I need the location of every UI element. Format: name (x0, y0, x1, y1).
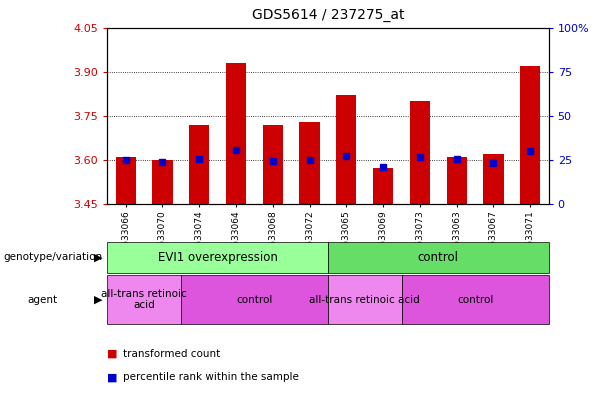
Text: EVI1 overexpression: EVI1 overexpression (158, 251, 278, 264)
Text: ▶: ▶ (94, 295, 102, 305)
Bar (189, 125, 209, 204)
Bar (447, 157, 467, 204)
Bar (181, 275, 328, 324)
Bar (409, 101, 430, 204)
Bar (484, 154, 504, 204)
Bar (520, 66, 541, 204)
Text: percentile rank within the sample: percentile rank within the sample (123, 372, 299, 382)
Bar (373, 167, 394, 204)
Bar (402, 275, 549, 324)
Text: all-trans retinoic acid: all-trans retinoic acid (310, 295, 420, 305)
Text: transformed count: transformed count (123, 349, 220, 359)
Text: agent: agent (28, 295, 58, 305)
Text: ■: ■ (107, 349, 121, 359)
Text: all-trans retinoic
acid: all-trans retinoic acid (101, 289, 187, 310)
Bar (328, 242, 549, 273)
Bar (226, 63, 246, 204)
Text: ▶: ▶ (94, 252, 102, 263)
Bar (115, 157, 135, 204)
Bar (328, 275, 402, 324)
Text: control: control (418, 251, 459, 264)
Bar (336, 95, 357, 204)
Text: ■: ■ (107, 372, 121, 382)
Title: GDS5614 / 237275_at: GDS5614 / 237275_at (252, 8, 404, 22)
Text: control: control (457, 295, 493, 305)
Bar (263, 125, 283, 204)
Text: genotype/variation: genotype/variation (3, 252, 102, 263)
Bar (107, 242, 328, 273)
Text: control: control (236, 295, 273, 305)
Bar (153, 160, 173, 204)
Bar (107, 275, 181, 324)
Bar (299, 122, 320, 204)
